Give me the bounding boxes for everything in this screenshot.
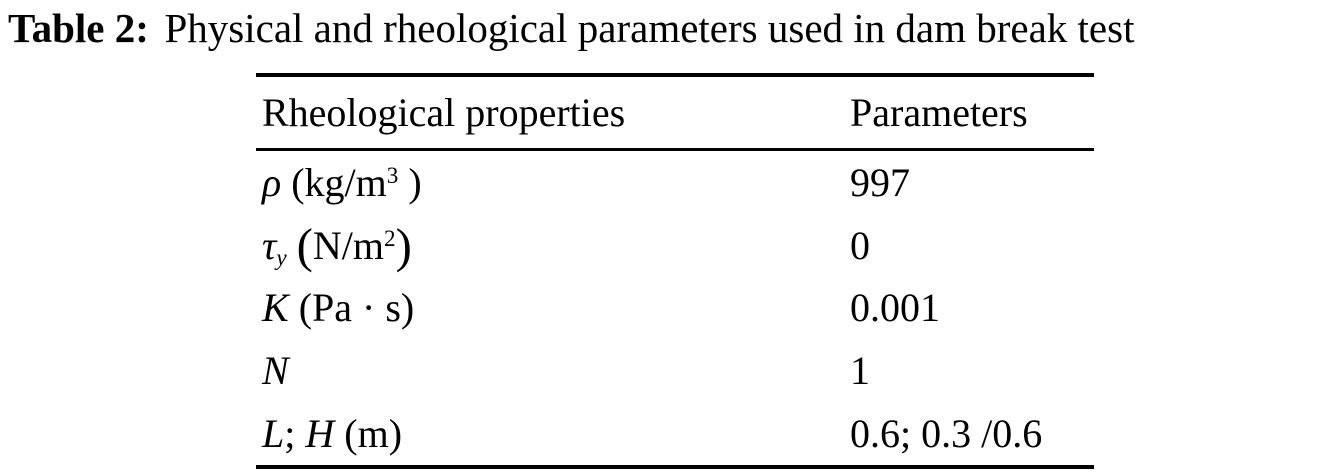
header-rheological-properties: Rheological properties <box>262 90 626 135</box>
value-cell: 0.6; 0.3 /0.6 <box>850 411 1043 457</box>
property-cell: K (Pa · s) <box>262 285 415 331</box>
table-body: ρ (kg/m3 ) 997 τy (N/m2) 0 K (Pa · s) 0.… <box>256 151 1094 465</box>
property-cell: L; H (m) <box>262 411 403 457</box>
parameters-table: Rheological properties Parameters ρ (kg/… <box>256 73 1094 469</box>
table-header-row: Rheological properties Parameters <box>256 77 1094 151</box>
table-row-yield-stress: τy (N/m2) 0 <box>256 214 1094 277</box>
value-cell: 997 <box>850 159 910 205</box>
table-caption: Table 2: Physical and rheological paramet… <box>8 5 1135 51</box>
header-parameters: Parameters <box>850 90 1028 135</box>
value-cell: 0 <box>850 222 870 268</box>
table-row-density: ρ (kg/m3 ) 997 <box>256 151 1094 214</box>
property-cell: ρ (kg/m3 ) <box>262 159 422 205</box>
property-cell: τy (N/m2) <box>262 218 412 273</box>
value-cell: 1 <box>850 348 870 394</box>
property-cell: N <box>262 348 289 394</box>
table-row-power-index: N 1 <box>256 339 1094 402</box>
table-row-dimensions: L; H (m) 0.6; 0.3 /0.6 <box>256 402 1094 465</box>
value-cell: 0.001 <box>850 285 940 331</box>
table-row-consistency: K (Pa · s) 0.001 <box>256 277 1094 340</box>
